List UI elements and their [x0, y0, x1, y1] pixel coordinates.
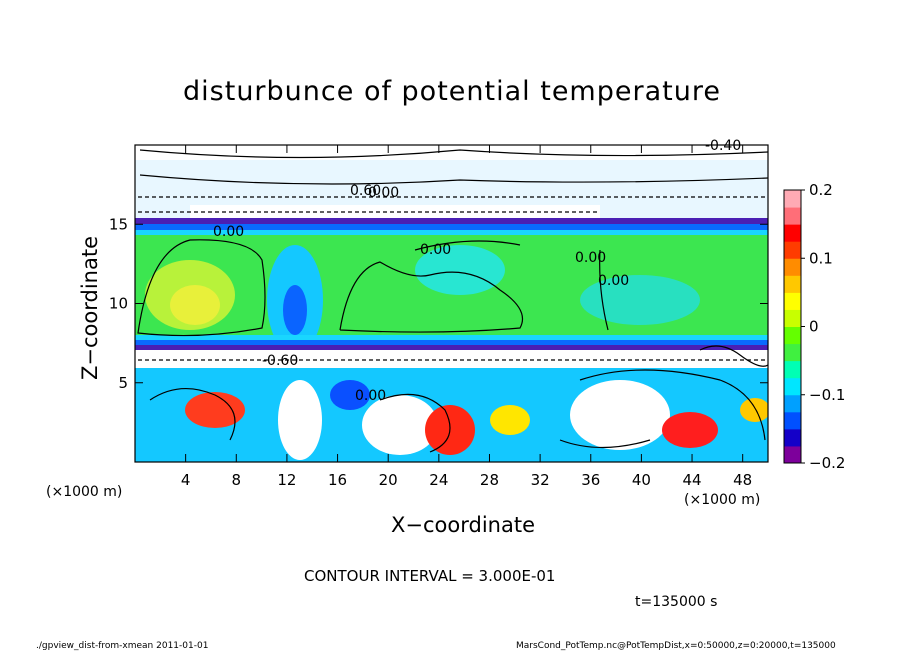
x-axis: 4 8 12 16 20 24 28 32 36 40 44 48 [181, 145, 752, 489]
y-axis: 5 10 15 [109, 215, 768, 392]
colorbar-label-0: −0.2 [809, 454, 845, 472]
upper-boundary-blue [135, 224, 768, 230]
x-tick-label-8: 8 [232, 471, 242, 489]
contour-label-5: 0.00 [575, 250, 606, 266]
contour-label-7: 0.60 [350, 183, 381, 199]
white-patch-3 [570, 380, 670, 450]
footer-left: ./gpview_dist-from-xmean 2011-01-01 [36, 641, 209, 651]
colorbar-segment-5 [784, 360, 801, 379]
colorbar: −0.2 −0.1 0 0.1 0.2 [783, 181, 845, 472]
yellow-patch-2 [740, 398, 768, 422]
contour-label-6: 0.00 [355, 388, 386, 404]
white-patch-1 [278, 380, 322, 460]
contour-label-0: 0.00 [368, 185, 399, 201]
lower-boundary-purple [135, 345, 768, 350]
x-tick-label-12: 12 [277, 471, 296, 489]
contour-label-2: 0.00 [420, 242, 451, 258]
colorbar-segment-8 [784, 309, 801, 327]
contour-label-4: 0.00 [598, 273, 629, 289]
x-tick-label-44: 44 [682, 471, 701, 489]
colorbar-segment-7 [784, 326, 801, 345]
x-tick-label-4: 4 [181, 471, 191, 489]
colorbar-segment-13 [784, 224, 801, 242]
x-tick-label-36: 36 [581, 471, 600, 489]
contour-label-8: -0.40 [705, 138, 741, 154]
colorbar-label-2: 0 [809, 318, 819, 336]
y-axis-label: Z−coordinate [78, 236, 102, 380]
lower-white-band [135, 350, 768, 368]
yellow-core-left [170, 285, 220, 325]
colorbar-segment-3 [784, 394, 801, 413]
colorbar-segment-10 [784, 275, 801, 293]
yellow-patch-1 [490, 405, 530, 435]
colorbar-segment-11 [784, 258, 801, 276]
colorbar-segment-6 [784, 343, 801, 362]
colorbar-segment-12 [784, 241, 801, 259]
x-tick-label-48: 48 [733, 471, 752, 489]
y-tick-label-5: 5 [118, 374, 128, 392]
x-axis-unit: (×1000 m) [684, 492, 761, 508]
x-axis-label: X−coordinate [391, 513, 535, 537]
colorbar-label-1: −0.1 [809, 386, 845, 404]
y-axis-unit: (×1000 m) [46, 484, 123, 500]
contour-labels: 0.000.000.00-0.600.000.000.000.60-0.40 [213, 138, 741, 404]
x-tick-label-24: 24 [429, 471, 448, 489]
contour-label-1: 0.00 [213, 224, 244, 240]
lower-boundary-cyan [135, 335, 768, 340]
x-tick-label-28: 28 [480, 471, 499, 489]
blue-core [283, 285, 307, 335]
contour-label-3: -0.60 [262, 353, 298, 369]
colorbar-segment-9 [784, 292, 801, 310]
blue-patch-1 [330, 380, 370, 410]
colorbar-segment-1 [784, 428, 801, 447]
red-patch-1 [185, 392, 245, 428]
time-label: t=135000 s [635, 594, 718, 610]
red-patch-3 [662, 412, 718, 448]
colorbar-segment-15 [784, 190, 801, 208]
upper-boundary-purple [135, 218, 768, 224]
x-tick-label-20: 20 [379, 471, 398, 489]
lower-boundary-blue [135, 340, 768, 345]
y-tick-label-10: 10 [109, 295, 128, 313]
x-tick-label-32: 32 [531, 471, 550, 489]
colorbar-segment-2 [784, 411, 801, 430]
colorbar-segment-0 [784, 445, 801, 464]
x-tick-label-16: 16 [328, 471, 347, 489]
chart-title: disturbunce of potential temperature [183, 76, 721, 107]
y-tick-label-15: 15 [109, 215, 128, 233]
cyan-patch [415, 245, 505, 295]
x-tick-label-40: 40 [632, 471, 651, 489]
contour-interval: CONTOUR INTERVAL = 3.000E-01 [304, 567, 556, 585]
colorbar-segment-4 [784, 377, 801, 396]
upper-boundary-cyan [135, 230, 768, 235]
colorbar-label-3: 0.1 [809, 249, 833, 267]
plot-area [135, 145, 768, 462]
colorbar-segment-14 [784, 207, 801, 225]
colorbar-label-4: 0.2 [809, 181, 833, 199]
upper-white-band [190, 205, 600, 220]
contour-lines [137, 149, 768, 453]
white-patch-2 [362, 395, 438, 455]
footer-right: MarsCond_PotTemp.nc@PotTempDist,x=0:5000… [516, 641, 836, 651]
cyan-patch-right [580, 275, 700, 325]
